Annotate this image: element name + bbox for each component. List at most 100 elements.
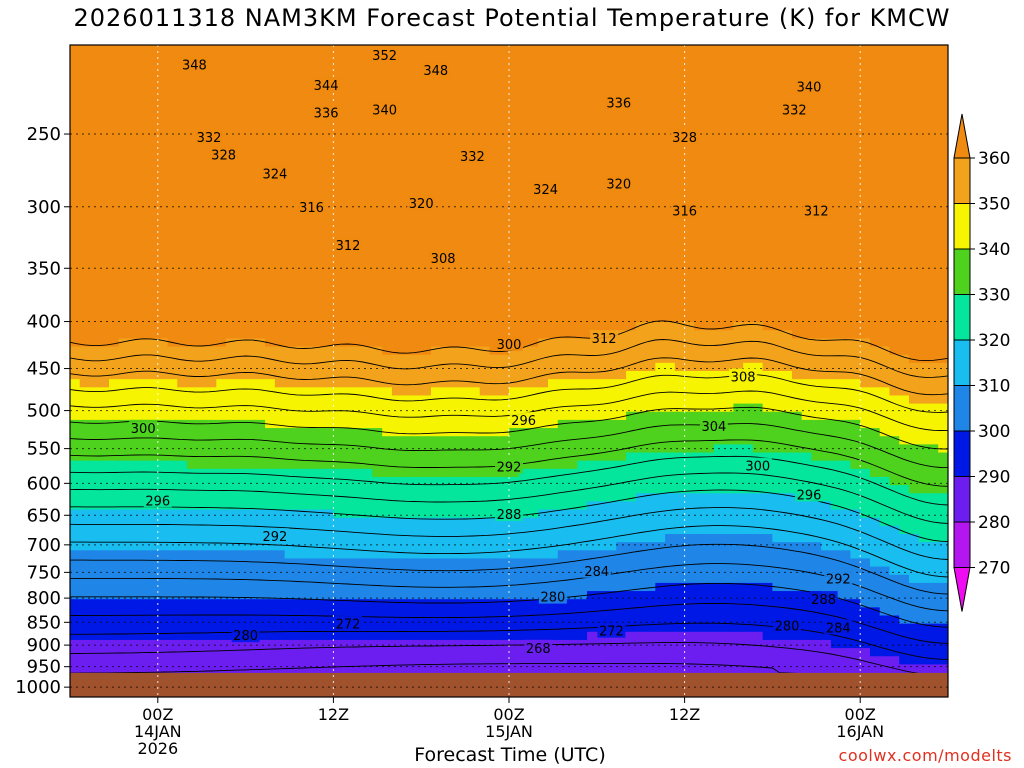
band-cell: [401, 110, 413, 119]
band-cell: [421, 240, 432, 250]
band-cell: [206, 501, 217, 511]
band-cell: [89, 362, 100, 372]
band-cell: [196, 313, 208, 323]
band-cell: [469, 53, 481, 62]
band-cell: [372, 566, 383, 576]
band-cell: [460, 403, 471, 413]
band-cell: [596, 460, 608, 470]
band-cell: [411, 281, 422, 291]
band-cell: [196, 346, 208, 356]
band-cell: [665, 297, 676, 307]
band-cell: [138, 452, 149, 462]
band-cell: [372, 428, 383, 437]
band-cell: [304, 615, 315, 625]
band-cell: [216, 615, 227, 625]
band-cell: [245, 330, 256, 339]
band-cell: [606, 648, 617, 657]
band-cell: [216, 289, 227, 299]
band-cell: [616, 256, 627, 266]
band-cell: [577, 419, 588, 429]
band-cell: [567, 558, 578, 568]
band-cell: [538, 468, 549, 478]
band-cell: [401, 419, 413, 429]
band-cell: [128, 354, 139, 364]
band-cell: [674, 167, 686, 176]
band-cell: [440, 574, 452, 584]
band-cell: [177, 175, 188, 185]
band-cell: [235, 77, 247, 87]
band-cell: [528, 403, 539, 413]
band-cell: [274, 452, 286, 462]
band-cell: [343, 428, 354, 437]
band-cell: [528, 542, 539, 551]
band-cell: [391, 525, 403, 535]
band-cell: [343, 444, 354, 454]
band-cell: [567, 362, 578, 372]
band-cell: [421, 265, 432, 274]
band-cell: [235, 85, 247, 95]
band-cell: [226, 102, 237, 111]
band-cell: [567, 232, 578, 242]
band-cell: [216, 265, 227, 274]
band-cell: [118, 45, 130, 54]
band-cell: [148, 631, 159, 641]
band-cell: [216, 403, 227, 413]
band-cell: [245, 191, 256, 201]
band-cell: [557, 623, 569, 633]
band-cell: [333, 460, 344, 470]
band-cell: [538, 566, 549, 576]
band-cell: [352, 428, 364, 437]
band-cell: [235, 534, 247, 543]
band-cell: [421, 289, 432, 299]
band-cell: [148, 460, 159, 470]
band-cell: [548, 313, 559, 323]
band-cell: [518, 45, 530, 54]
band-cell: [226, 362, 237, 372]
band-cell: [274, 542, 286, 551]
band-cell: [665, 281, 676, 291]
band-cell: [157, 232, 169, 242]
band-cell: [89, 248, 100, 258]
band-cell: [450, 656, 461, 665]
band-cell: [352, 639, 364, 649]
band-cell: [274, 648, 286, 657]
band-cell: [567, 436, 578, 445]
band-cell: [674, 322, 686, 331]
band-cell: [128, 403, 139, 413]
band-cell: [645, 199, 656, 209]
band-cell: [118, 387, 130, 397]
band-cell: [577, 444, 588, 454]
band-cell: [401, 371, 413, 380]
band-cell: [509, 599, 520, 608]
band-cell: [313, 313, 325, 323]
band-cell: [352, 61, 364, 71]
band-cell: [577, 126, 588, 136]
band-cell: [460, 371, 471, 380]
band-cell: [294, 159, 305, 168]
band-cell: [489, 167, 500, 176]
band-cell: [79, 387, 91, 397]
band-cell: [372, 175, 383, 185]
band-cell: [128, 615, 139, 625]
band-cell: [138, 362, 149, 372]
band-cell: [538, 664, 549, 674]
band-cell: [606, 379, 617, 388]
band-cell: [616, 126, 627, 136]
band-cell: [430, 150, 442, 160]
band-cell: [274, 45, 286, 54]
band-cell: [118, 558, 130, 568]
band-cell: [391, 208, 403, 217]
band-cell: [235, 126, 247, 136]
band-cell: [148, 664, 159, 674]
band-cell: [606, 460, 617, 470]
band-cell: [79, 379, 91, 388]
band-cell: [284, 61, 295, 71]
band-cell: [557, 631, 569, 641]
band-cell: [635, 517, 647, 527]
band-cell: [304, 175, 315, 185]
band-cell: [274, 232, 286, 242]
band-cell: [206, 460, 217, 470]
band-cell: [460, 550, 471, 560]
band-cell: [372, 403, 383, 413]
band-cell: [587, 126, 598, 136]
